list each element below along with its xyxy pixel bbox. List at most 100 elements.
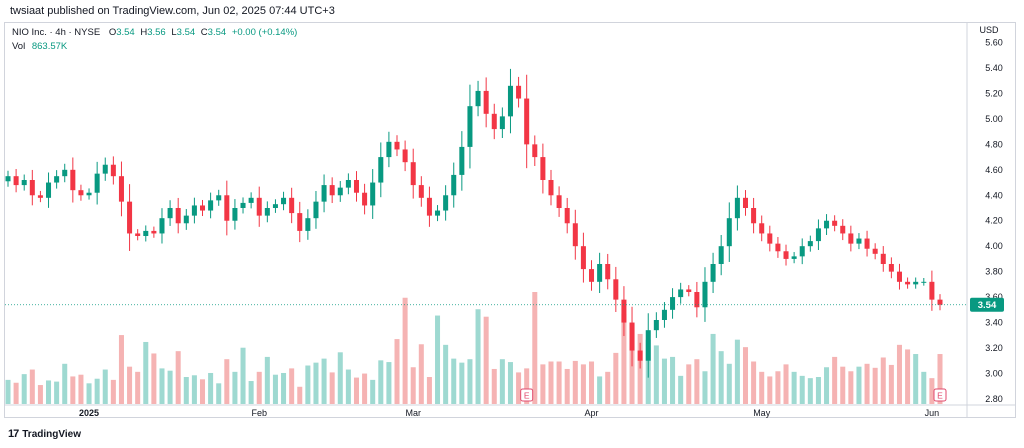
candle-body [653, 320, 659, 331]
y-tick-label: 3.40 [985, 318, 1003, 328]
volume-bar [418, 344, 424, 404]
candle-body [54, 176, 60, 183]
footer-brand[interactable]: 17 TradingView [8, 428, 81, 440]
earnings-marker-label: E [524, 391, 530, 401]
volume-bar [507, 362, 513, 404]
candle-body [621, 299, 627, 323]
candle-body [21, 180, 27, 186]
y-tick-label: 5.60 [985, 38, 1003, 48]
volume-bar [159, 368, 165, 404]
chart-legend: NIO Inc. · 4h · NYSE O3.54 H3.56 L3.54 C… [12, 26, 300, 54]
volume-bar [281, 372, 287, 404]
candle-body [589, 269, 595, 282]
volume-bar [799, 375, 805, 404]
candle-body [451, 174, 457, 196]
x-tick-label: Jun [925, 408, 940, 418]
candle-body [467, 106, 473, 147]
candle-body [572, 223, 578, 247]
volume-bar [264, 356, 270, 404]
currency-label[interactable]: USD [979, 25, 999, 35]
change-value: +0.00 (+0.14%) [231, 27, 298, 38]
volume-bar [62, 363, 68, 404]
candle-body [848, 233, 854, 244]
volume-bar [329, 372, 335, 404]
volume-bar [613, 352, 619, 404]
volume-bar [896, 344, 902, 404]
volume-bar [370, 379, 376, 404]
candle-body [353, 180, 359, 193]
volume-bar [78, 374, 84, 404]
earnings-marker-label: E [937, 391, 943, 401]
candle-body [362, 192, 368, 206]
candle-body [289, 197, 295, 214]
volume-bar [143, 341, 149, 404]
volume-bar [224, 359, 230, 404]
volume-bar [605, 371, 611, 404]
earnings-marker[interactable] [933, 388, 947, 402]
candle-body [491, 113, 497, 130]
volume-bar [232, 371, 238, 404]
candle-body [224, 195, 230, 221]
volume-bar [775, 371, 781, 404]
candle-body [118, 176, 124, 202]
candle-body [216, 195, 222, 201]
low-label: L [171, 27, 177, 38]
volume-bar [426, 377, 432, 404]
candle-body [175, 208, 181, 224]
volume-bar [183, 377, 189, 404]
candle-body [167, 208, 173, 219]
volume-bar [848, 371, 854, 404]
x-tick-label: Apr [585, 408, 599, 418]
volume-bar [402, 297, 408, 404]
candle-body [605, 264, 611, 280]
volume-bar [824, 367, 830, 404]
candle-body [815, 228, 821, 242]
candle-body [767, 233, 773, 244]
volume-bar [70, 376, 76, 404]
candle-body [232, 208, 238, 221]
volume-bar [694, 359, 700, 404]
chart-frame [4, 22, 1016, 418]
candle-body [896, 271, 902, 282]
candle-body [394, 141, 400, 150]
high-label: H [140, 27, 148, 38]
candle-body [127, 201, 133, 234]
candle-body [426, 197, 432, 216]
volume-bar [305, 365, 311, 404]
candle-body [272, 204, 278, 208]
candle-body [888, 264, 894, 272]
candle-body [459, 146, 465, 175]
candle-body [443, 195, 449, 211]
volume-bar [135, 371, 141, 404]
volume-bar [856, 366, 862, 404]
volume-bar [913, 354, 919, 404]
volume-bar [199, 379, 206, 404]
open-label: O [108, 27, 117, 38]
symbol-label[interactable]: NIO Inc. · 4h · NYSE [12, 27, 101, 38]
volume-bar [548, 361, 554, 404]
candle-body [564, 208, 570, 224]
candle-body [62, 169, 68, 177]
volume-bar [21, 374, 27, 404]
volume-bar [937, 354, 943, 404]
candle-body [921, 281, 927, 283]
candle-body [807, 241, 813, 247]
candle-body [337, 187, 343, 196]
candle-body [46, 182, 52, 198]
volume-bar [888, 364, 894, 404]
candle-body [864, 238, 870, 249]
earnings-marker[interactable] [520, 388, 534, 402]
volume-bar [475, 309, 481, 404]
y-tick-label: 5.40 [985, 63, 1003, 73]
volume-bar [840, 366, 846, 404]
y-tick-label: 5.20 [985, 88, 1003, 98]
candle-body [410, 162, 416, 186]
volume-bar [686, 364, 692, 404]
publish-caption: twsiaat published on TradingView.com, Ju… [10, 5, 335, 17]
volume-bar [46, 380, 52, 404]
volume-bar [661, 358, 667, 404]
candle-body [751, 208, 757, 224]
volume-bar [483, 316, 489, 404]
candle-body [734, 197, 740, 219]
